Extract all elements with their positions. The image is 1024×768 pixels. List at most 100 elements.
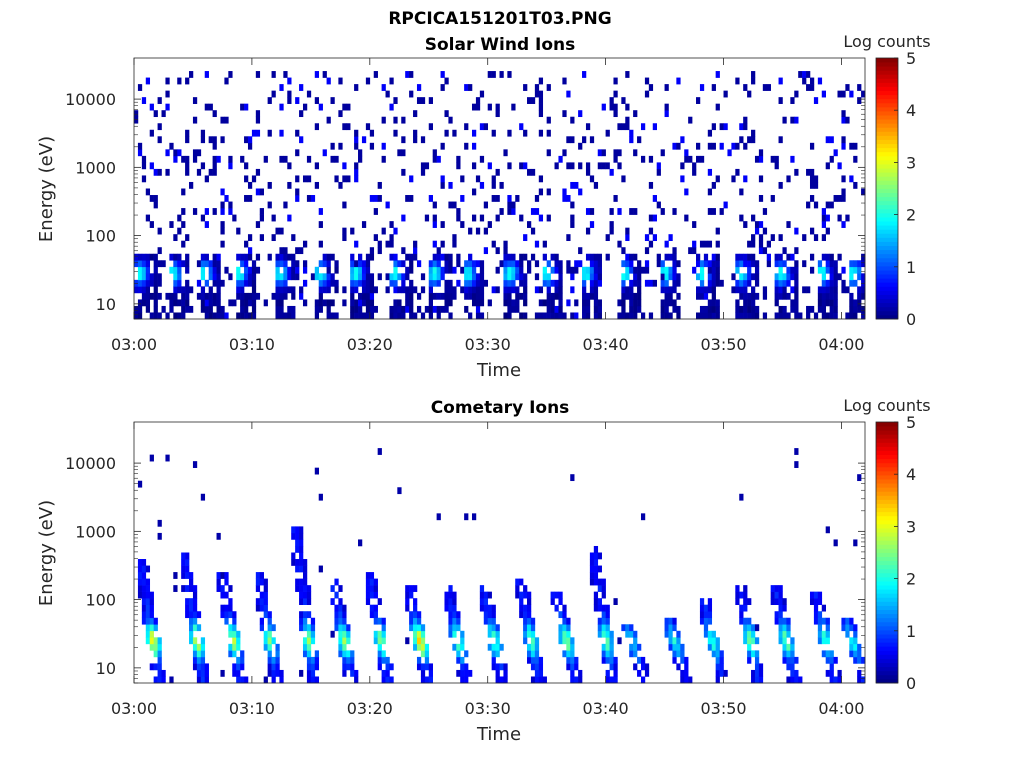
heatmap-cell xyxy=(389,221,394,228)
colorbar-segment xyxy=(876,314,898,320)
heatmap-cell xyxy=(212,142,217,150)
heatmap-cell xyxy=(299,286,304,294)
heatmap-cell xyxy=(464,142,469,150)
heatmap-cell xyxy=(471,286,477,294)
heatmap-cell xyxy=(475,175,481,183)
heatmap-cell xyxy=(275,656,280,664)
heatmap-cell xyxy=(342,611,347,619)
heatmap-cell xyxy=(680,643,685,651)
heatmap-cell xyxy=(633,279,638,287)
heatmap-cell xyxy=(605,656,610,664)
heatmap-cell xyxy=(153,253,158,261)
heatmap-cell xyxy=(849,305,854,313)
heatmap-cell xyxy=(589,253,595,261)
heatmap-cell xyxy=(696,260,701,268)
heatmap-cell xyxy=(389,279,394,287)
heatmap-cell xyxy=(857,305,862,313)
heatmap-cell xyxy=(318,279,323,287)
heatmap-cell xyxy=(330,312,335,320)
heatmap-cell xyxy=(471,142,477,150)
heatmap-cell xyxy=(196,643,202,651)
heatmap-cell xyxy=(845,84,850,91)
heatmap-cell xyxy=(743,299,748,307)
heatmap-cell xyxy=(715,305,720,313)
heatmap-cell xyxy=(668,630,673,638)
heatmap-cell xyxy=(373,305,378,313)
heatmap-cell xyxy=(809,168,815,176)
heatmap-cell xyxy=(479,90,485,98)
heatmap-cell xyxy=(530,650,536,658)
heatmap-cell xyxy=(542,266,547,274)
heatmap-cell xyxy=(503,279,508,287)
heatmap-cell xyxy=(837,253,842,261)
heatmap-cell xyxy=(216,299,221,307)
heatmap-cell xyxy=(853,539,858,547)
heatmap-cell xyxy=(766,260,771,268)
colorbar-frame xyxy=(875,57,899,320)
x-tick-label: 03:30 xyxy=(465,699,511,718)
heatmap-cell xyxy=(821,253,826,261)
heatmap-cell xyxy=(809,77,815,85)
heatmap-cell xyxy=(228,208,233,215)
heatmap-cell xyxy=(841,286,846,294)
heatmap-cell xyxy=(601,656,606,664)
heatmap-cell xyxy=(283,279,288,287)
colorbar-segment xyxy=(876,426,898,431)
heatmap-cell xyxy=(208,260,213,268)
heatmap-cell xyxy=(251,299,257,307)
heatmap-cell xyxy=(405,305,410,313)
heatmap-cell xyxy=(448,617,453,625)
heatmap-cell xyxy=(495,110,500,118)
heatmap-cell xyxy=(589,572,595,579)
heatmap-cell xyxy=(562,630,567,638)
heatmap-cell xyxy=(460,643,465,651)
heatmap-cell xyxy=(491,240,496,248)
heatmap-cell xyxy=(774,162,779,170)
y-axis-label: Energy (eV) xyxy=(36,500,57,606)
heatmap-cell xyxy=(809,305,815,313)
heatmap-cell xyxy=(275,299,280,307)
colorbar-segment xyxy=(876,204,898,210)
heatmap-cell xyxy=(813,598,819,605)
heatmap-cell xyxy=(668,617,673,625)
heatmap-cell xyxy=(185,253,190,261)
colorbar-segment xyxy=(876,184,898,189)
heatmap-cell xyxy=(747,279,752,287)
heatmap-cell xyxy=(829,676,834,684)
heatmap-cell xyxy=(483,279,489,287)
heatmap-cell xyxy=(562,188,567,196)
heatmap-cell xyxy=(582,71,587,78)
heatmap-cell xyxy=(141,585,147,592)
heatmap-cell xyxy=(267,650,272,658)
heatmap-cell xyxy=(432,221,437,228)
colorbar-segment xyxy=(876,82,898,87)
heatmap-cell xyxy=(609,676,614,684)
heatmap-cell xyxy=(185,604,190,612)
heatmap-cell xyxy=(817,305,823,313)
heatmap-cell xyxy=(401,168,406,176)
heatmap-cell xyxy=(255,129,261,137)
heatmap-cell xyxy=(857,643,862,651)
heatmap-cell xyxy=(161,676,166,684)
heatmap-cell xyxy=(747,598,752,605)
heatmap-cell xyxy=(275,305,280,313)
heatmap-cell xyxy=(861,286,866,294)
heatmap-cell xyxy=(361,260,367,268)
heatmap-cell xyxy=(790,650,795,658)
colorbar-segment xyxy=(876,123,898,128)
heatmap-cell xyxy=(542,253,547,261)
heatmap-cell xyxy=(373,637,378,645)
heatmap-cell xyxy=(825,299,830,307)
heatmap-cell xyxy=(523,611,528,619)
heatmap-cell xyxy=(739,591,744,599)
heatmap-cell xyxy=(601,611,606,619)
heatmap-cell xyxy=(216,292,221,300)
heatmap-cell xyxy=(751,676,756,684)
heatmap-cell xyxy=(413,253,418,261)
heatmap-cell xyxy=(141,598,147,605)
heatmap-cell xyxy=(208,266,213,274)
heatmap-cell xyxy=(240,286,245,294)
heatmap-cell xyxy=(464,292,469,300)
colorbar-segment xyxy=(876,168,898,173)
heatmap-cell xyxy=(605,162,610,170)
